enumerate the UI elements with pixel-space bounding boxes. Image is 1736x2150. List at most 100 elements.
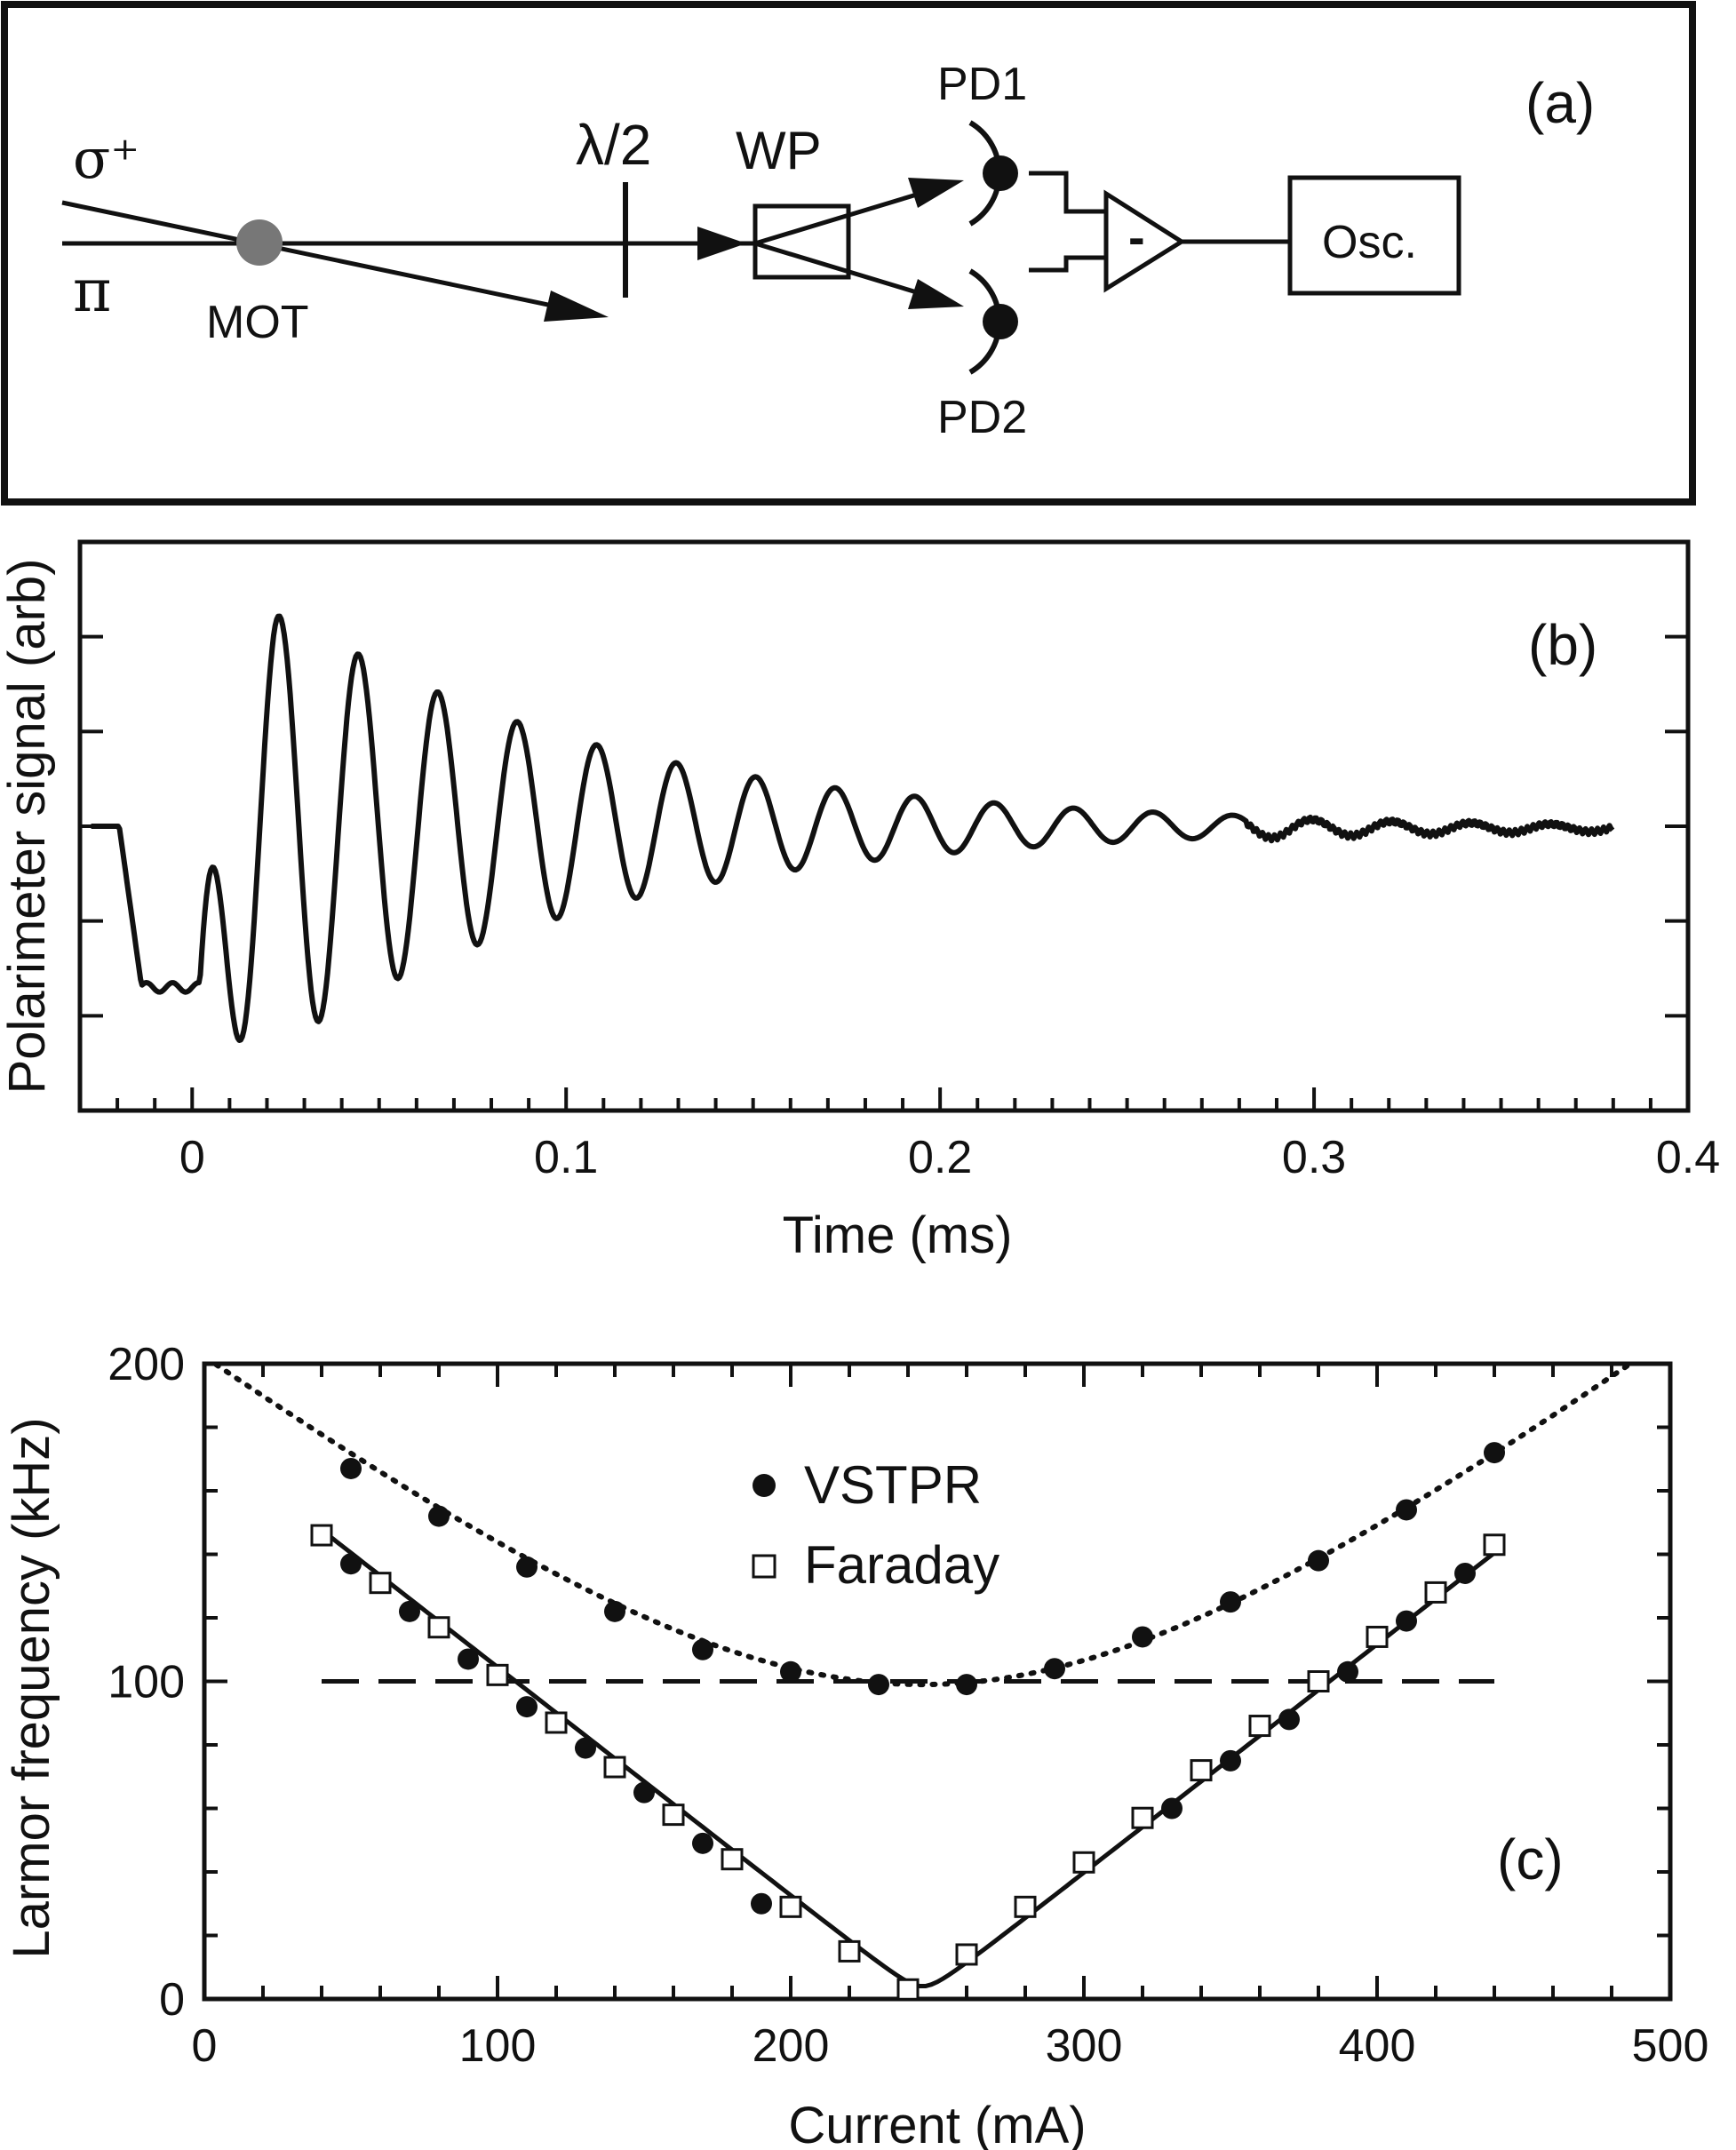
- sigma-beam: [61, 200, 578, 314]
- pd2-label: PD2: [937, 392, 1027, 443]
- mot-dot: [236, 219, 283, 266]
- vstpr-point: [340, 1457, 362, 1479]
- panel-c-y-tick-label: 200: [108, 1339, 185, 1390]
- panel-b-xlabel: Time (ms): [783, 1206, 1013, 1264]
- pd1-dot: [983, 155, 1018, 191]
- faraday-point: [838, 1939, 861, 1963]
- vstpr-point: [1454, 1562, 1476, 1584]
- pd2-dot: [983, 304, 1018, 339]
- vstpr-point: [1484, 1442, 1505, 1464]
- panel-c-x-tick-labels: 0 100 200 300 400 500: [192, 2020, 1709, 2072]
- osc-label: Osc.: [1322, 217, 1417, 268]
- faraday-point: [427, 1616, 450, 1639]
- panel-b-x-tick-labels: 0 0.1 0.2 0.3 0.4: [179, 1132, 1720, 1183]
- faraday-point: [1131, 1806, 1154, 1829]
- faraday-point: [896, 1978, 920, 2001]
- vstpr-point: [1220, 1749, 1241, 1772]
- panel-c-x-tick-label: 400: [1339, 2020, 1416, 2072]
- panel-b-x-tick-label: 0.3: [1282, 1132, 1346, 1183]
- panel-a-frame: [1, 1, 1696, 506]
- vstpr-point: [604, 1600, 625, 1622]
- faraday-point: [721, 1848, 744, 1871]
- vstpr-point: [633, 1781, 655, 1804]
- vstpr-point: [575, 1737, 596, 1759]
- vstpr-point: [340, 1553, 362, 1575]
- vstpr-point: [1132, 1626, 1153, 1648]
- legend-faraday-marker: [752, 1554, 776, 1579]
- faraday-point: [1072, 1851, 1095, 1874]
- vstpr-point: [458, 1648, 479, 1670]
- vstpr-fit-dotted-line: [213, 1361, 1632, 1688]
- panel-b-chart: 0 0.1 0.2 0.3 0.4 Time (ms) Polarimeter sign…: [0, 539, 1720, 1264]
- vstpr-point: [428, 1505, 450, 1527]
- panel-b-ticks: [78, 540, 1690, 1112]
- vstpr-point: [868, 1674, 889, 1696]
- faraday-point: [1424, 1581, 1447, 1604]
- panel-c-data-points: [310, 1442, 1506, 2001]
- faraday-point: [779, 1895, 802, 1918]
- polarimeter-signal-line: [90, 613, 1615, 1043]
- panel-b-x-tick-label: 0.4: [1656, 1132, 1720, 1183]
- vstpr-point: [1396, 1610, 1417, 1632]
- panel-c-ylabel: Larmor frequency (kHz): [3, 1417, 60, 1958]
- vstpr-point: [1161, 1797, 1183, 1820]
- faraday-point: [1190, 1759, 1213, 1782]
- vstpr-point: [1396, 1499, 1417, 1521]
- wp-beam-up-arrowhead: [908, 178, 964, 208]
- panel-b-x-tick-label: 0.1: [534, 1132, 598, 1183]
- wp-beam-up: [754, 186, 938, 246]
- panel-c-legend: VSTPR Faraday: [752, 1455, 999, 1595]
- faraday-point: [545, 1711, 568, 1734]
- sigma-beam-arrowhead: [544, 291, 609, 322]
- faraday-point: [1366, 1625, 1389, 1648]
- wp-beam-down-arrowhead: [908, 279, 964, 309]
- mot-label: MOT: [206, 297, 309, 348]
- vstpr-point: [516, 1556, 538, 1578]
- vstpr-point: [751, 1892, 772, 1915]
- vstpr-point: [1308, 1549, 1329, 1572]
- vstpr-point: [780, 1660, 801, 1683]
- faraday-point: [662, 1804, 685, 1827]
- difference-amplifier: [1103, 189, 1186, 293]
- panel-c-y-tick-label: 100: [108, 1657, 185, 1708]
- panel-c-x-tick-label: 200: [753, 2020, 830, 2072]
- panel-c-x-tick-label: 300: [1046, 2020, 1123, 2072]
- faraday-point: [955, 1943, 978, 1966]
- vstpr-point: [399, 1600, 420, 1622]
- oscilloscope-box: [1287, 175, 1461, 296]
- panel-b-x-tick-label: 0.2: [908, 1132, 972, 1183]
- panel-a: σ⁺ π MOT λ/2 WP PD1 PD2 - Osc. (a): [1, 1, 1696, 506]
- pi-label: π: [73, 257, 111, 325]
- faraday-point: [1483, 1533, 1506, 1557]
- panel-c-y-tick-labels: 0 100 200: [108, 1339, 185, 2026]
- panel-c-xlabel: Current (mA): [788, 2097, 1086, 2150]
- panel-b-ylabel: Polarimeter signal (arb): [0, 559, 56, 1095]
- panel-c-label: (c): [1497, 1828, 1564, 1891]
- vstpr-point: [1220, 1591, 1241, 1613]
- faraday-point: [1014, 1895, 1037, 1918]
- vstpr-point: [692, 1638, 713, 1660]
- wp-beam-down: [754, 241, 938, 301]
- panel-c-x-tick-label: 100: [459, 2020, 537, 2072]
- pd1-label: PD1: [937, 59, 1027, 110]
- minus-sign: -: [1128, 209, 1145, 265]
- panel-c-x-tick-label: 500: [1632, 2020, 1709, 2072]
- panel-c-ticks: [203, 1362, 1672, 2001]
- panel-c-x-tick-label: 0: [192, 2020, 218, 2072]
- legend-vstpr-label: VSTPR: [804, 1455, 982, 1515]
- legend-faraday-label: Faraday: [804, 1535, 999, 1595]
- sigma-label: σ⁺: [73, 126, 139, 191]
- panel-c-y-tick-label: 0: [159, 1974, 185, 2026]
- faraday-point: [486, 1663, 509, 1686]
- vstpr-point: [1337, 1660, 1358, 1683]
- faraday-point: [1307, 1670, 1330, 1692]
- faraday-point: [310, 1524, 333, 1547]
- vstpr-point: [1044, 1658, 1065, 1680]
- panel-b-x-tick-label: 0: [179, 1132, 205, 1183]
- pd2-wire: [1029, 255, 1106, 273]
- faraday-fit-solid-line: [320, 1528, 1496, 1988]
- panel-b-label: (b): [1528, 613, 1597, 677]
- panel-c-chart: 0 100 200 300 400 500 0 100 200 VSTPR Faraday C…: [3, 1339, 1708, 2150]
- pi-beam-arrowhead: [697, 227, 746, 260]
